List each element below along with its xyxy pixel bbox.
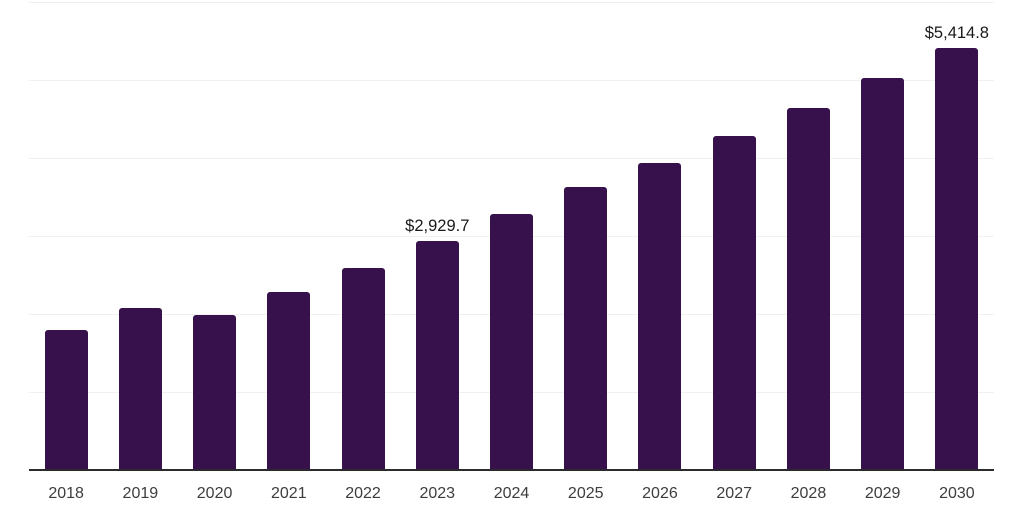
bar-2020[interactable] — [193, 315, 237, 470]
data-label-2030: $5,414.8 — [924, 23, 989, 42]
x-tick-2022: 2022 — [345, 485, 381, 502]
bar-2030[interactable] — [935, 47, 979, 470]
x-tick-2019: 2019 — [122, 485, 159, 502]
bar-2018[interactable] — [44, 330, 88, 470]
x-tick-2021: 2021 — [271, 485, 307, 502]
bar-2023[interactable] — [415, 241, 459, 470]
plot-area: $2,929.7 $5,414.8 — [29, 2, 994, 470]
bar-2025[interactable] — [564, 187, 608, 470]
bar-2021[interactable] — [267, 292, 311, 470]
x-tick-2026: 2026 — [642, 485, 678, 502]
gridline-4000 — [29, 158, 994, 159]
gridline-5000 — [29, 80, 994, 81]
bar-2024[interactable] — [490, 214, 533, 470]
x-tick-2025: 2025 — [567, 485, 604, 502]
bar-2029[interactable] — [861, 78, 905, 470]
x-tick-2029: 2029 — [864, 485, 901, 502]
x-axis-line — [29, 469, 994, 471]
bar-2026[interactable] — [638, 163, 682, 470]
x-tick-2020: 2020 — [196, 485, 233, 502]
bar-2022[interactable] — [341, 267, 385, 470]
bar-2028[interactable] — [786, 108, 830, 470]
x-tick-2030: 2030 — [939, 485, 975, 502]
gridline-6000 — [29, 2, 994, 3]
bar-2027[interactable] — [712, 136, 756, 470]
data-label-2023: $2,929.7 — [405, 217, 470, 236]
x-tick-2018: 2018 — [48, 485, 84, 502]
bar-2019[interactable] — [118, 308, 162, 470]
x-tick-2028: 2028 — [790, 485, 827, 502]
x-axis-tick-labels: 2018 2019 2020 2021 2022 2023 2024 2025 2026 2027… — [29, 484, 994, 506]
x-tick-2024: 2024 — [493, 485, 530, 502]
x-tick-2027: 2027 — [716, 485, 752, 502]
x-tick-2023: 2023 — [419, 485, 456, 502]
